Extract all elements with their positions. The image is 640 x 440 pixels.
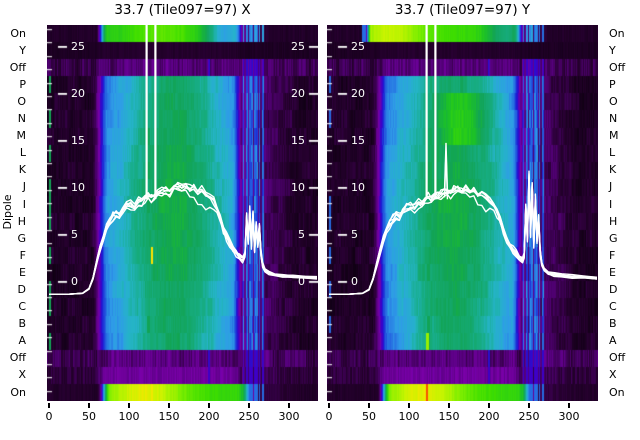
power-tick-label: 20 xyxy=(351,87,365,100)
x-tick-label: 300 xyxy=(558,410,580,423)
x-tick-mark xyxy=(288,403,290,408)
x-tick-label: 150 xyxy=(438,410,460,423)
x-tick-mark xyxy=(88,403,90,408)
x-tick-mark xyxy=(128,403,130,408)
dipole-row-label: M xyxy=(16,129,27,143)
x-tick-mark xyxy=(168,403,170,408)
power-tick-label: 5 xyxy=(71,228,78,241)
dipole-row-label: M xyxy=(609,129,619,143)
dipole-row-label: J xyxy=(609,180,613,194)
x-tick-mark xyxy=(488,403,490,408)
dipole-row-label: P xyxy=(609,77,616,91)
power-tick-label: 15 xyxy=(291,134,305,147)
dipole-row-label: G xyxy=(609,231,618,245)
dipole-row-label: A xyxy=(609,334,617,348)
dipole-row-label: Y xyxy=(609,43,616,57)
dipole-row-label: O xyxy=(17,94,26,108)
x-tick-mark xyxy=(328,403,330,408)
x-tick-mark xyxy=(448,403,450,408)
dipole-row-label: E xyxy=(19,265,26,279)
x-tick-label: 0 xyxy=(325,410,333,423)
power-tick-label: 5 xyxy=(351,228,358,241)
x-tick-mark xyxy=(248,403,250,408)
dipole-row-label: X xyxy=(609,368,617,382)
power-tick-label: 20 xyxy=(291,87,305,100)
dipole-row-label: Off xyxy=(9,60,26,74)
x-tick-mark xyxy=(208,403,210,408)
dipole-row-label: H xyxy=(17,214,26,228)
dipole-row-label: C xyxy=(18,300,26,313)
power-tick-label: 25 xyxy=(71,40,85,53)
x-tick-mark xyxy=(368,403,370,408)
dipole-row-label: F xyxy=(609,248,616,262)
x-tick-label: 250 xyxy=(518,410,540,423)
dipole-row-label: P xyxy=(19,77,26,91)
x-tick-label: 150 xyxy=(158,410,180,423)
power-tick-label: 0 xyxy=(71,275,78,288)
x-tick-mark xyxy=(528,403,530,408)
x-tick-label: 100 xyxy=(118,410,140,423)
dipole-row-label: Off xyxy=(609,351,626,365)
dipole-row-label: Y xyxy=(19,43,26,57)
panel-y-title: 33.7 (Tile097=97) Y xyxy=(394,2,531,18)
dipole-row-label: H xyxy=(609,214,618,228)
dipole-row-label: F xyxy=(19,248,26,262)
dipole-row-label: On xyxy=(609,26,625,40)
x-tick-mark xyxy=(48,403,50,408)
power-tick-label: 10 xyxy=(351,181,365,194)
dipole-row-label: L xyxy=(609,146,616,160)
dipole-row-label: J xyxy=(22,180,26,194)
power-tick-label: 15 xyxy=(71,134,85,147)
dipole-row-label: On xyxy=(10,385,26,399)
dipole-row-label: K xyxy=(18,163,26,177)
dipole-row-label: N xyxy=(609,112,618,125)
dipole-row-label: O xyxy=(609,94,618,108)
dipole-row-label: B xyxy=(18,317,26,331)
dipole-row-label: On xyxy=(609,385,625,399)
dipole-row-label: Off xyxy=(9,351,26,365)
x-tick-label: 50 xyxy=(362,410,376,423)
x-tick-label: 300 xyxy=(278,410,300,423)
power-tick-label: 20 xyxy=(71,87,85,100)
power-tick-label: 5 xyxy=(298,228,305,241)
power-tick-label: 25 xyxy=(351,40,365,53)
power-tick-label: 25 xyxy=(291,40,305,53)
x-tick-label: 50 xyxy=(82,410,96,423)
x-tick-label: 200 xyxy=(478,410,500,423)
heatmap-panel-x xyxy=(47,25,318,401)
dipole-row-label: On xyxy=(10,26,26,40)
x-tick-label: 0 xyxy=(45,410,53,423)
dipole-row-label: B xyxy=(609,317,617,331)
x-tick-label: 250 xyxy=(238,410,260,423)
x-tick-mark xyxy=(408,403,410,408)
dipole-row-label: E xyxy=(609,265,616,279)
power-tick-label: 10 xyxy=(71,181,85,194)
dipole-row-label: X xyxy=(18,368,26,382)
power-tick-label: 0 xyxy=(298,275,305,288)
dipole-row-label: D xyxy=(609,282,618,296)
heatmap-panel-y xyxy=(327,25,598,401)
dipole-row-label: G xyxy=(17,231,26,245)
power-tick-label: 0 xyxy=(351,275,358,288)
power-tick-label: 10 xyxy=(291,181,305,194)
dipole-row-label: C xyxy=(609,300,617,313)
dipole-row-label: D xyxy=(17,282,26,296)
dipole-row-label: A xyxy=(18,334,26,348)
x-tick-mark xyxy=(568,403,570,408)
dipole-row-label: K xyxy=(609,163,617,177)
dipole-row-label: L xyxy=(19,146,26,160)
panel-x-title: 33.7 (Tile097=97) X xyxy=(114,2,251,18)
dipole-row-label: I xyxy=(22,197,26,211)
dipole-row-label: I xyxy=(609,197,613,211)
x-tick-label: 200 xyxy=(198,410,220,423)
dipole-row-label: Off xyxy=(609,60,626,74)
x-tick-label: 100 xyxy=(398,410,420,423)
dipole-row-label: N xyxy=(17,112,26,125)
power-tick-label: 15 xyxy=(351,134,365,147)
